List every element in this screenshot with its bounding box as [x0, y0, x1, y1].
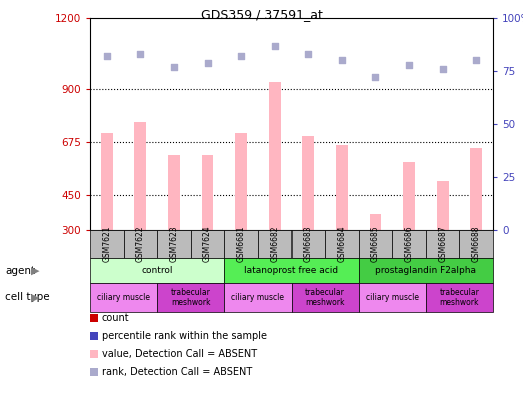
- Text: ▶: ▶: [31, 293, 40, 303]
- Text: GSM6683: GSM6683: [304, 226, 313, 262]
- Text: GSM7623: GSM7623: [169, 226, 178, 262]
- Text: rank, Detection Call = ABSENT: rank, Detection Call = ABSENT: [102, 367, 252, 377]
- Bar: [101, 133, 112, 230]
- Point: [405, 61, 413, 68]
- Text: ▶: ▶: [31, 265, 40, 276]
- Bar: [437, 181, 449, 230]
- Text: GSM7624: GSM7624: [203, 226, 212, 262]
- Text: count: count: [102, 313, 130, 323]
- Bar: [302, 136, 314, 230]
- Bar: [134, 122, 146, 230]
- Text: GSM6686: GSM6686: [405, 226, 414, 262]
- Text: ciliary muscle: ciliary muscle: [366, 293, 419, 302]
- Text: GSM7622: GSM7622: [136, 226, 145, 262]
- Bar: [269, 82, 280, 230]
- Text: control: control: [141, 266, 173, 275]
- Text: percentile rank within the sample: percentile rank within the sample: [102, 331, 267, 341]
- Text: value, Detection Call = ABSENT: value, Detection Call = ABSENT: [102, 349, 257, 359]
- Bar: [235, 133, 247, 230]
- Text: GSM6685: GSM6685: [371, 226, 380, 262]
- Point: [304, 51, 312, 57]
- Text: GSM6684: GSM6684: [337, 226, 346, 262]
- Point: [438, 66, 447, 72]
- Bar: [370, 213, 381, 230]
- Text: ciliary muscle: ciliary muscle: [97, 293, 150, 302]
- Point: [270, 42, 279, 49]
- Text: GSM6681: GSM6681: [236, 226, 246, 262]
- Text: GSM6688: GSM6688: [472, 226, 481, 262]
- Point: [136, 51, 144, 57]
- Text: GSM6682: GSM6682: [270, 226, 279, 262]
- Bar: [336, 145, 348, 230]
- Text: trabecular
meshwork: trabecular meshwork: [305, 288, 345, 307]
- Point: [237, 53, 245, 59]
- Text: GSM6687: GSM6687: [438, 226, 447, 262]
- Text: cell type: cell type: [5, 293, 50, 303]
- Point: [203, 59, 212, 66]
- Text: agent: agent: [5, 265, 36, 276]
- Point: [103, 53, 111, 59]
- Text: GDS359 / 37591_at: GDS359 / 37591_at: [200, 8, 323, 21]
- Bar: [403, 162, 415, 230]
- Text: trabecular
meshwork: trabecular meshwork: [171, 288, 211, 307]
- Text: trabecular
meshwork: trabecular meshwork: [439, 288, 480, 307]
- Point: [371, 74, 380, 80]
- Bar: [470, 148, 482, 230]
- Text: prostaglandin F2alpha: prostaglandin F2alpha: [376, 266, 476, 275]
- Text: ciliary muscle: ciliary muscle: [231, 293, 285, 302]
- Text: GSM7621: GSM7621: [103, 226, 111, 262]
- Bar: [202, 154, 213, 230]
- Bar: [168, 154, 180, 230]
- Point: [472, 57, 481, 64]
- Point: [338, 57, 346, 64]
- Point: [170, 64, 178, 70]
- Text: latanoprost free acid: latanoprost free acid: [244, 266, 338, 275]
